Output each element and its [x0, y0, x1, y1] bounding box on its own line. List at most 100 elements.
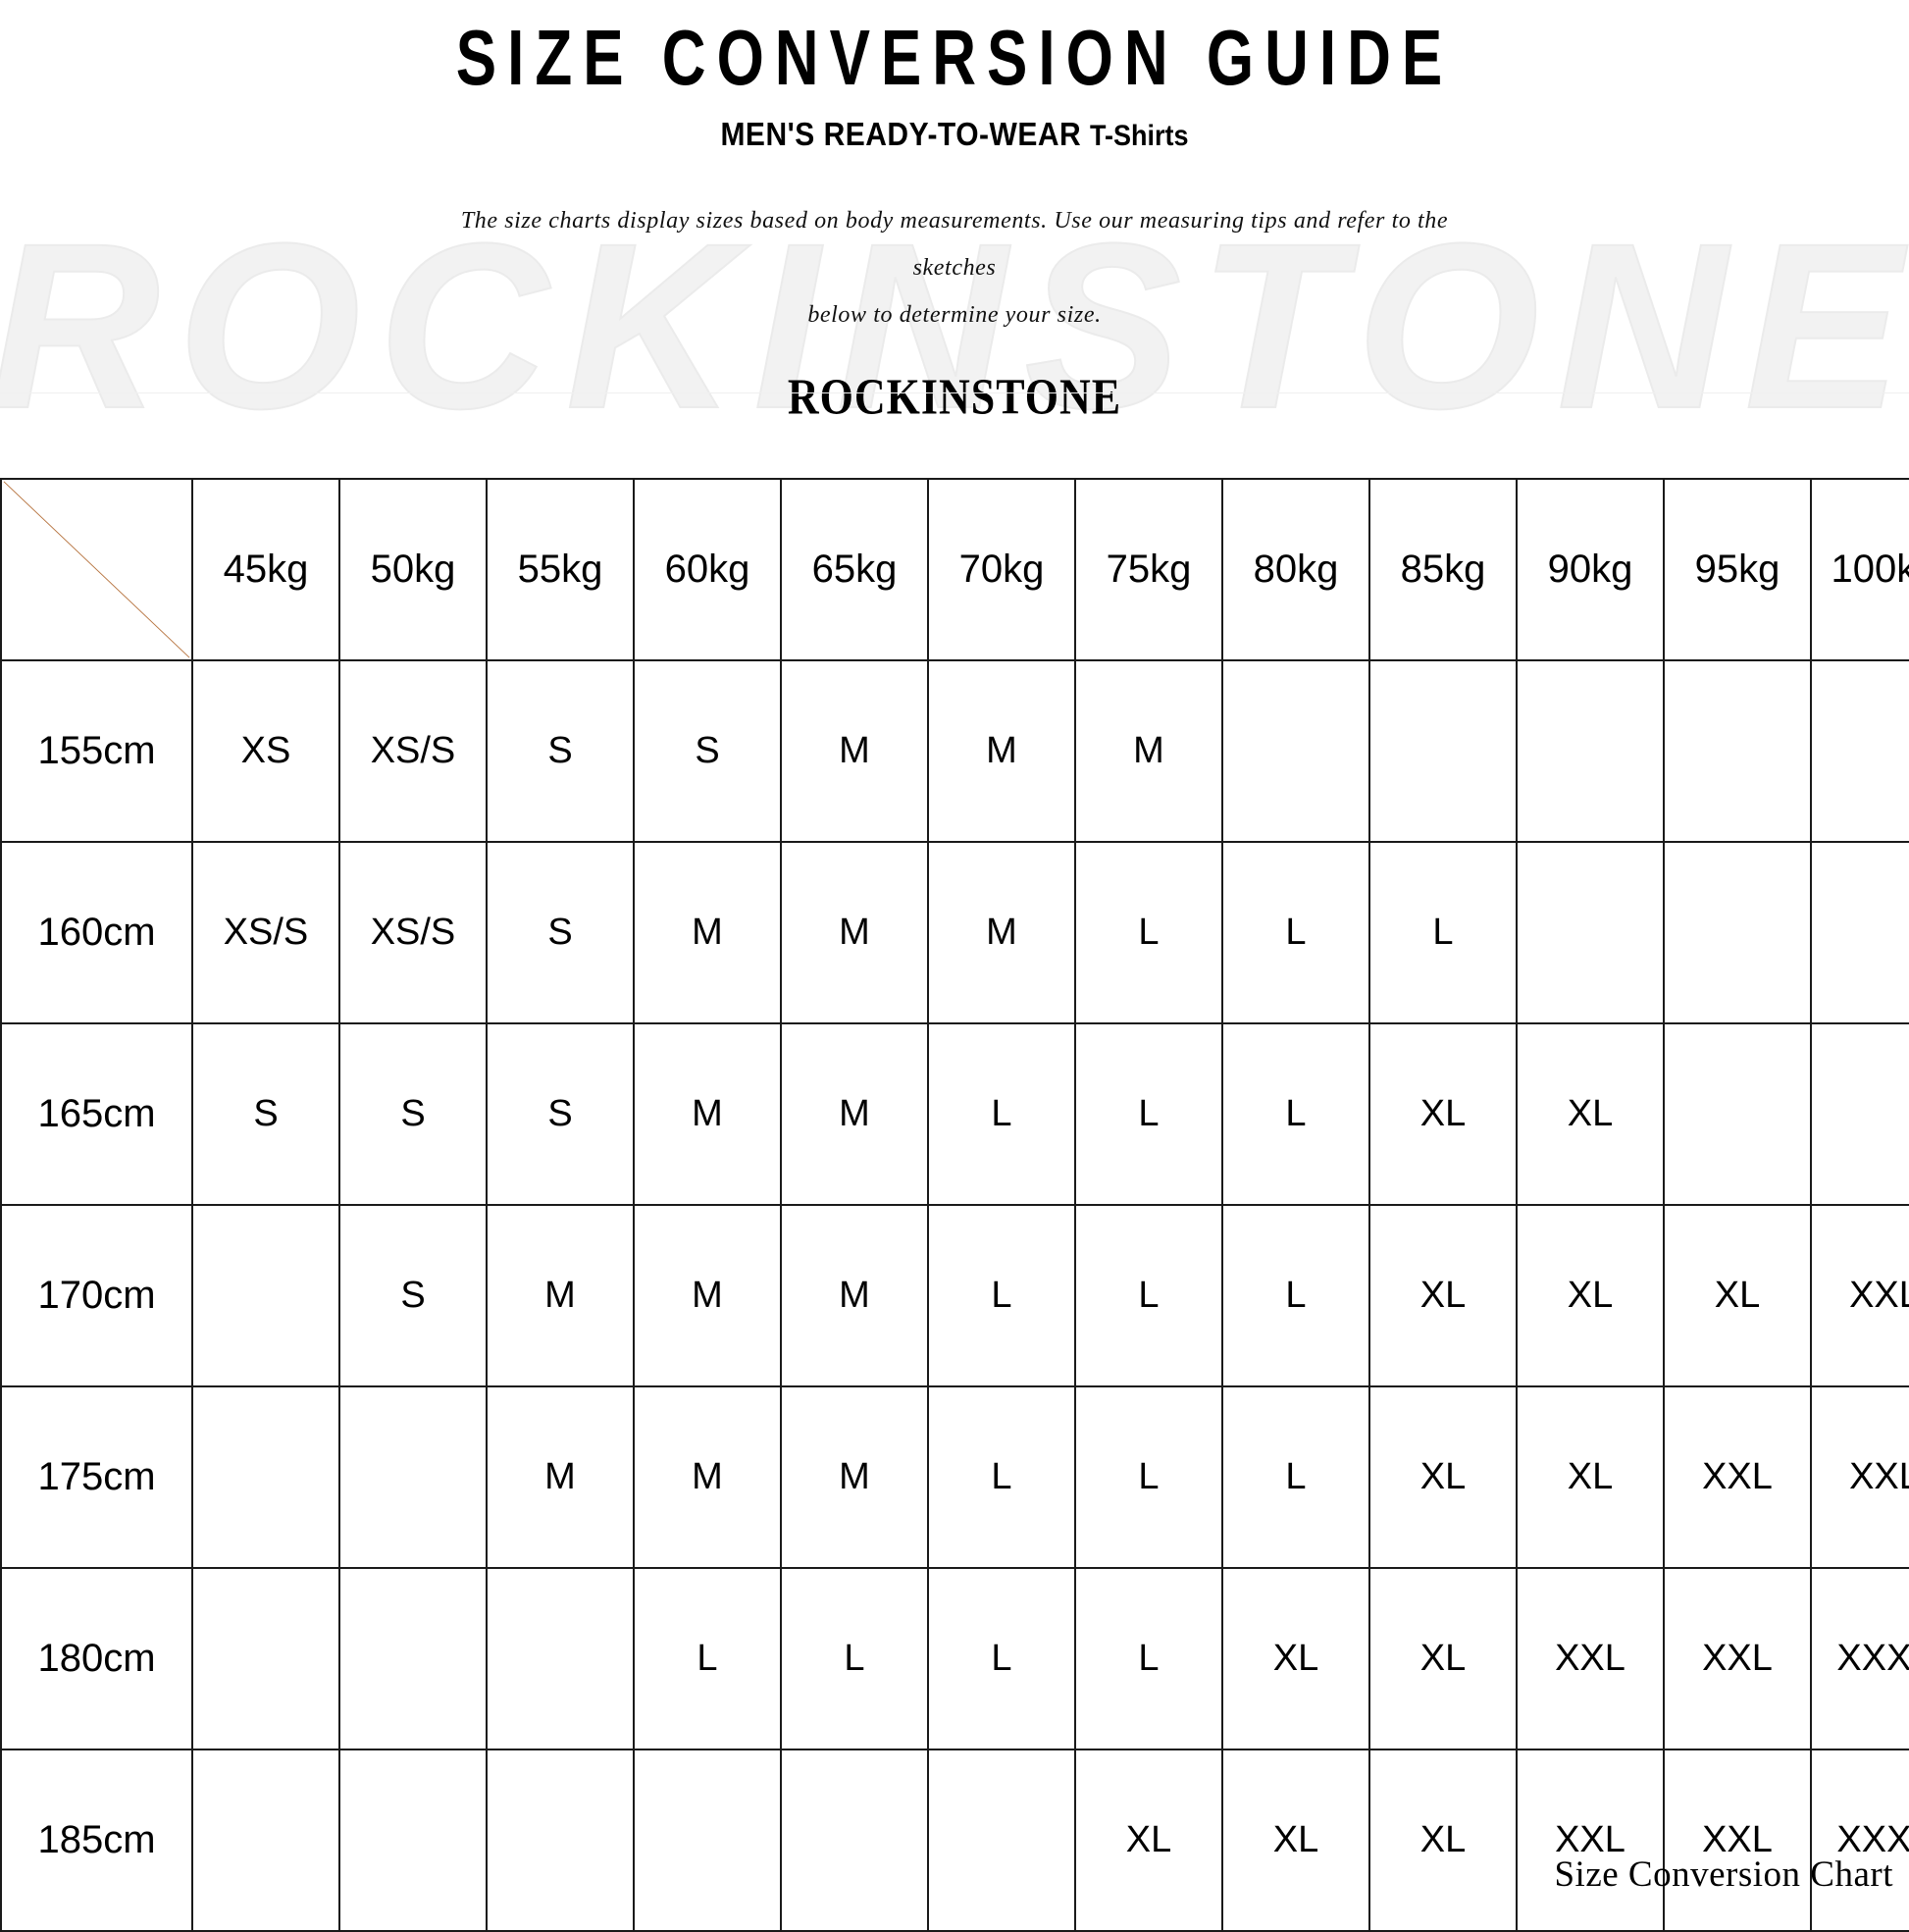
size-cell: M: [927, 659, 1076, 843]
size-cell: L: [1074, 1204, 1223, 1387]
size-cell: M: [780, 841, 929, 1024]
size-cell: L: [927, 1567, 1076, 1750]
table-head: 45kg 50kg 55kg 60kg 65kg 70kg 75kg 80kg 85kg 90kg…: [0, 478, 1909, 661]
size-cell: XXL: [1663, 1385, 1812, 1569]
size-cell: L: [1221, 841, 1370, 1024]
size-cell: M: [633, 841, 782, 1024]
empty-cell: [1516, 659, 1665, 843]
table-row: 185cmXLXLXLXXLXXLXXXL: [0, 1749, 1909, 1932]
size-cell: M: [927, 841, 1076, 1024]
empty-cell: [191, 1749, 340, 1932]
row-header-height: 160cm: [0, 841, 193, 1024]
table-body: 155cm XS XS/S S S M M M 160cm XS/S XS/S S M M M L L L 165c…: [0, 659, 1909, 1932]
column-header-weight: 60kg: [633, 478, 782, 661]
row-header-height: 165cm: [0, 1022, 193, 1206]
empty-cell: [191, 1204, 340, 1387]
empty-cell: [927, 1749, 1076, 1932]
size-cell: S: [338, 1022, 488, 1206]
size-cell: L: [1221, 1385, 1370, 1569]
row-header-height: 155cm: [0, 659, 193, 843]
size-cell: M: [633, 1385, 782, 1569]
size-cell: XL: [1221, 1749, 1370, 1932]
empty-cell: [780, 1749, 929, 1932]
column-header-weight: 85kg: [1368, 478, 1518, 661]
empty-cell: [1663, 659, 1812, 843]
column-header-weight: 100kg: [1810, 478, 1909, 661]
size-cell: L: [633, 1567, 782, 1750]
size-conversion-table: 45kg 50kg 55kg 60kg 65kg 70kg 75kg 80kg 85kg 90kg…: [0, 478, 1909, 1932]
size-cell: M: [780, 1204, 929, 1387]
size-cell: L: [1074, 1022, 1223, 1206]
size-cell: M: [780, 1385, 929, 1569]
size-cell: M: [633, 1204, 782, 1387]
size-cell: L: [780, 1567, 929, 1750]
size-cell: XL: [1074, 1749, 1223, 1932]
table-row: 180cmLLLLXLXLXXLXXLXXXL: [0, 1567, 1909, 1750]
column-header-weight: 65kg: [780, 478, 929, 661]
row-header-height: 170cm: [0, 1204, 193, 1387]
size-cell: XL: [1368, 1749, 1518, 1932]
size-cell: XL: [1516, 1022, 1665, 1206]
empty-cell: [633, 1749, 782, 1932]
column-header-weight: 50kg: [338, 478, 488, 661]
size-cell: XXL: [1810, 1204, 1909, 1387]
intro-line-1: The size charts display sizes based on b…: [460, 208, 1449, 282]
subtitle-garment: T-Shirts: [1090, 119, 1189, 152]
size-cell: L: [1368, 841, 1518, 1024]
size-cell: XXL: [1516, 1749, 1665, 1932]
empty-cell: [191, 1567, 340, 1750]
size-cell: M: [486, 1385, 635, 1569]
brand-name: ROCKINSTONE: [787, 368, 1122, 426]
size-cell: XL: [1368, 1022, 1518, 1206]
size-cell: XL: [1663, 1204, 1812, 1387]
size-cell: XS/S: [338, 841, 488, 1024]
size-cell: XXL: [1663, 1567, 1812, 1750]
empty-cell: [338, 1749, 488, 1932]
column-header-weight: 80kg: [1221, 478, 1370, 661]
footer-caption: Size Conversion Chart: [1554, 1854, 1893, 1895]
size-cell: S: [338, 1204, 488, 1387]
size-cell: XL: [1368, 1204, 1518, 1387]
table-row: 160cm XS/S XS/S S M M M L L L: [0, 841, 1909, 1024]
row-header-height: 180cm: [0, 1567, 193, 1750]
size-cell: XXL: [1810, 1385, 1909, 1569]
size-cell: L: [927, 1385, 1076, 1569]
intro-line-2: below to determine your size.: [807, 302, 1102, 329]
empty-cell: [338, 1385, 488, 1569]
size-cell: L: [927, 1204, 1076, 1387]
column-header-weight: 55kg: [486, 478, 635, 661]
size-cell: XXXL: [1810, 1749, 1909, 1932]
column-header-weight: 95kg: [1663, 478, 1812, 661]
empty-cell: [1810, 1022, 1909, 1206]
size-cell: XXXL: [1810, 1567, 1909, 1750]
size-cell: XS: [191, 659, 340, 843]
empty-cell: [1663, 841, 1812, 1024]
size-cell: S: [486, 659, 635, 843]
empty-cell: [338, 1567, 488, 1750]
empty-cell: [1368, 659, 1518, 843]
column-header-weight: 90kg: [1516, 478, 1665, 661]
size-cell: M: [780, 1022, 929, 1206]
empty-cell: [1663, 1022, 1812, 1206]
table-row: 170cmSMMMLLLXLXLXLXXL: [0, 1204, 1909, 1387]
empty-cell: [191, 1385, 340, 1569]
size-cell: XL: [1516, 1385, 1665, 1569]
size-cell: S: [486, 841, 635, 1024]
column-header-weight: 45kg: [191, 478, 340, 661]
corner-cell: [0, 478, 193, 661]
subtitle-category: MEN'S READY-TO-WEAR: [720, 117, 1082, 153]
diagonal-divider-icon: [2, 480, 191, 659]
size-cell: M: [780, 659, 929, 843]
size-cell: XL: [1368, 1385, 1518, 1569]
size-cell: XL: [1368, 1567, 1518, 1750]
size-cell: S: [191, 1022, 340, 1206]
size-cell: XL: [1221, 1567, 1370, 1750]
horizontal-divider: [0, 392, 1909, 393]
column-header-weight: 70kg: [927, 478, 1076, 661]
intro-paragraph: The size charts display sizes based on b…: [430, 197, 1479, 339]
table-row: 165cm S S S M M L L L XL XL: [0, 1022, 1909, 1206]
table-row: 155cm XS XS/S S S M M M: [0, 659, 1909, 843]
size-cell: XXL: [1663, 1749, 1812, 1932]
size-cell: L: [927, 1022, 1076, 1206]
table-row: 175cmMMMLLLXLXLXXLXXL: [0, 1385, 1909, 1569]
